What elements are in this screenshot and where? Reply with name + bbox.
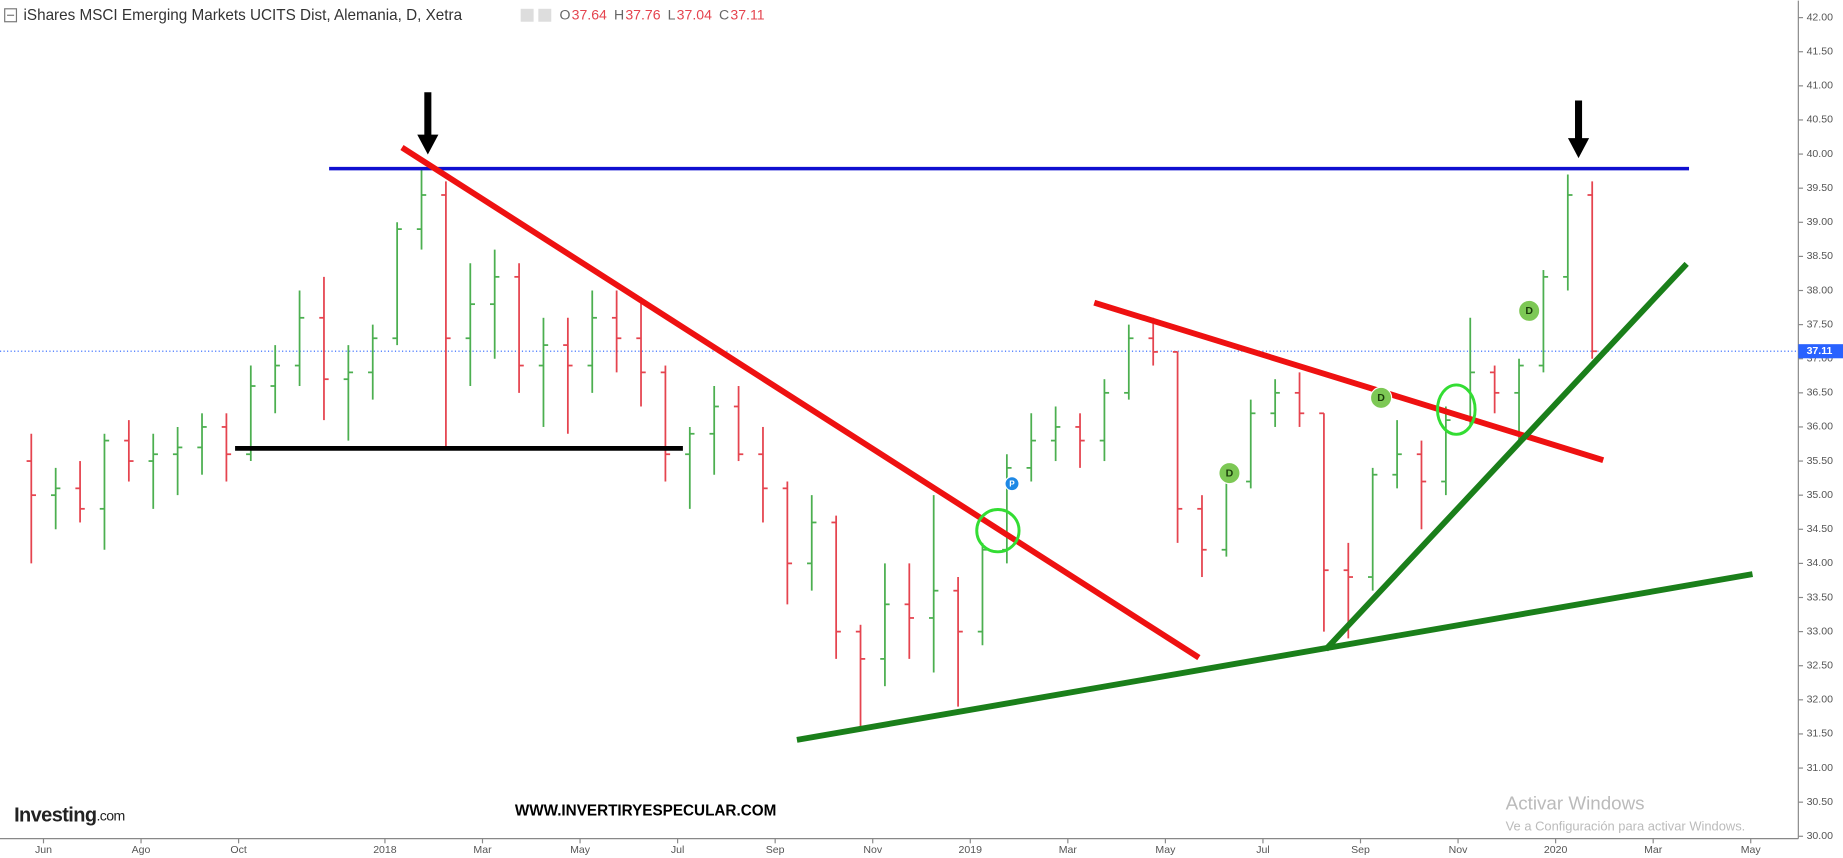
y-tick-label: 41.00 xyxy=(1807,80,1834,92)
drawings xyxy=(235,92,1753,743)
event-marker xyxy=(1369,386,1393,410)
axes: 30.00 30.50 31.00 31.50 32.00 32.50 33.00 33.50… xyxy=(35,11,1843,856)
event-marker-label: D xyxy=(1226,467,1234,479)
y-tick-label: 30.00 xyxy=(1807,830,1834,842)
event-markers: P D D D xyxy=(1004,299,1541,492)
event-marker xyxy=(1004,476,1020,492)
y-tick-label: 31.00 xyxy=(1807,762,1834,774)
x-tick-label: Oct xyxy=(230,844,246,856)
y-tick-label: 38.50 xyxy=(1807,250,1834,262)
y-tick-label: 32.50 xyxy=(1807,660,1834,672)
event-marker-label: D xyxy=(1525,305,1533,317)
y-tick-label: 39.50 xyxy=(1807,182,1834,194)
y-tick-label: 38.00 xyxy=(1807,284,1834,296)
ohlc-label: O xyxy=(559,7,570,23)
y-tick-label: 39.00 xyxy=(1807,216,1834,228)
x-tick-label: May xyxy=(1741,844,1762,856)
x-tick-label: Nov xyxy=(863,844,883,856)
header: iShares MSCI Emerging Markets UCITS Dist… xyxy=(4,7,765,24)
y-tick-label: 34.00 xyxy=(1807,557,1834,569)
toolbar-icon[interactable] xyxy=(520,8,534,22)
highlight-circle xyxy=(1436,383,1477,436)
event-marker xyxy=(1218,461,1241,485)
event-marker-label: D xyxy=(1377,392,1385,404)
x-tick-label: Jun xyxy=(35,844,52,856)
ohlc-value: 37.76 xyxy=(625,7,660,23)
y-tick-label: 31.50 xyxy=(1807,728,1834,740)
logo-word: Investing xyxy=(14,805,96,827)
y-tick-label: 30.50 xyxy=(1807,796,1834,808)
activation-title: Activar Windows xyxy=(1506,793,1645,814)
y-tick-label: 37.50 xyxy=(1807,318,1834,330)
arrow-head xyxy=(417,134,439,155)
x-tick-label: Mar xyxy=(473,844,492,856)
y-tick-label: 33.50 xyxy=(1807,591,1834,603)
price-bars xyxy=(26,167,1597,728)
x-tick-label: Jul xyxy=(1256,844,1270,856)
arrow-head xyxy=(1567,138,1590,159)
ohlc-value: 37.11 xyxy=(730,7,764,23)
x-tick-label: May xyxy=(570,844,591,856)
y-tick-label: 36.00 xyxy=(1807,421,1834,433)
downtrend-line xyxy=(400,145,1201,661)
y-tick-label: 35.50 xyxy=(1807,455,1834,467)
y-tick-label: 41.50 xyxy=(1807,46,1834,58)
ohlc-value: 37.04 xyxy=(677,7,712,23)
collapse-icon[interactable] xyxy=(4,8,18,23)
x-tick-label: Mar xyxy=(1059,844,1078,856)
y-tick-label: 40.00 xyxy=(1807,148,1834,160)
y-tick-label: 42.00 xyxy=(1807,11,1834,23)
website: WWW.INVERTIRYESPECULAR.COM xyxy=(515,803,776,820)
x-tick-label: 2019 xyxy=(959,844,983,856)
activation-note: Ve a Configuración para activar Windows. xyxy=(1506,818,1746,833)
price-axis-bg xyxy=(1798,0,1843,858)
logo: Investing.com xyxy=(14,805,125,827)
x-tick-label: Sep xyxy=(766,844,785,856)
x-tick-label: Nov xyxy=(1449,844,1469,856)
uptrend-line xyxy=(796,571,1753,743)
event-marker xyxy=(1518,299,1541,323)
ohlc-readout: O 37.64 H 37.76 L 37.04 C 37.11 xyxy=(559,7,764,23)
downtrend-line xyxy=(1093,299,1605,463)
toolbar-icon[interactable] xyxy=(538,8,552,22)
y-tick-label: 32.00 xyxy=(1807,694,1834,706)
ohlc-label: H xyxy=(614,7,624,23)
chart-title: iShares MSCI Emerging Markets UCITS Dist… xyxy=(24,7,463,24)
x-tick-label: 2018 xyxy=(373,844,397,856)
y-tick-label: 33.00 xyxy=(1807,625,1834,637)
x-tick-label: Ago xyxy=(132,844,151,856)
ohlc-label: L xyxy=(668,7,676,23)
x-tick-label: 2020 xyxy=(1544,844,1568,856)
highlight-circle xyxy=(975,508,1021,554)
y-tick-label: 36.50 xyxy=(1807,387,1834,399)
x-tick-label: Jul xyxy=(671,844,685,856)
y-tick-label: 35.00 xyxy=(1807,489,1834,501)
event-marker-label: P xyxy=(1009,479,1015,488)
x-tick-label: Sep xyxy=(1351,844,1370,856)
x-tick-label: Mar xyxy=(1644,844,1663,856)
x-tick-label: May xyxy=(1155,844,1176,856)
y-tick-label: 34.50 xyxy=(1807,523,1834,535)
y-tick-label: 40.50 xyxy=(1807,114,1834,126)
current-price-label: 37.11 xyxy=(1807,345,1833,357)
uptrend-line xyxy=(1323,261,1689,652)
ohlc-label: C xyxy=(719,7,729,23)
ohlc-value: 37.64 xyxy=(572,7,607,23)
current-price-box xyxy=(1798,344,1843,359)
logo-suffix: .com xyxy=(96,807,124,823)
